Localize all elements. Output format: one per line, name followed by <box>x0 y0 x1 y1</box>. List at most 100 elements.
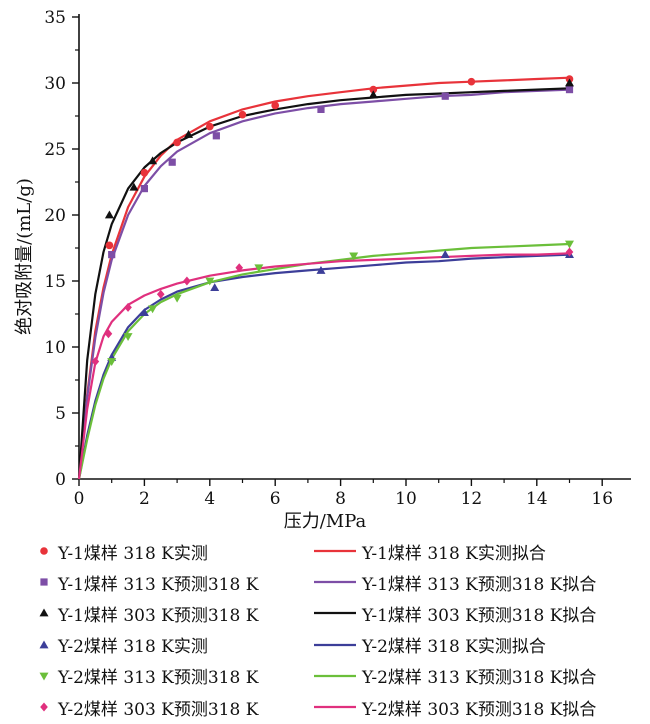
y-tick-label: 15 <box>44 272 66 292</box>
x-tick-label: 14 <box>526 489 548 509</box>
legend-marker <box>39 640 49 648</box>
legend-line-swatch <box>314 705 356 709</box>
x-tick-label: 6 <box>270 489 281 509</box>
x-tick-label: 12 <box>461 489 483 509</box>
legend-label: Y-2煤样 318 K实测拟合 <box>362 637 546 658</box>
legend-line-swatch <box>314 581 356 584</box>
data-point <box>107 358 117 367</box>
y-axis-label: 绝对吸附量/(mL/g) <box>14 178 35 335</box>
legend-line-swatch <box>314 549 356 553</box>
data-point <box>565 86 574 94</box>
y-tick-label: 30 <box>44 74 66 94</box>
data-point <box>441 92 449 100</box>
legend-marker-swatch <box>39 640 49 648</box>
data-point <box>105 241 114 250</box>
legend-item: Y-2煤样 318 K实测 <box>36 634 208 658</box>
data-point <box>104 329 113 339</box>
legend-marker-swatch <box>40 702 48 712</box>
data-point <box>205 277 215 286</box>
x-tick-label: 2 <box>139 489 150 509</box>
data-point <box>156 289 165 299</box>
legend-label: Y-2煤样 313 K预测318 K <box>58 668 259 689</box>
legend-item: Y-1煤样 313 K预测318 K <box>36 571 259 595</box>
y-tick-label: 35 <box>44 8 66 28</box>
data-point <box>565 78 574 87</box>
legend-label: Y-1煤样 318 K实测 <box>58 543 208 564</box>
series-line <box>77 87 570 480</box>
legend-item: Y-1煤样 318 K实测 <box>36 540 208 564</box>
legend-line-swatch <box>314 674 356 677</box>
series-line <box>77 76 570 480</box>
x-tick-label: 4 <box>204 489 215 509</box>
data-point <box>123 333 133 341</box>
legend-item: Y-2煤样 318 K实测拟合 <box>312 634 546 658</box>
legend-item: Y-1煤样 318 K实测拟合 <box>312 540 546 564</box>
legend-marker <box>40 547 48 555</box>
data-point <box>271 101 280 110</box>
x-tick-label: 16 <box>591 489 613 509</box>
data-point <box>565 240 574 249</box>
data-point <box>108 251 116 259</box>
legend-marker-swatch <box>40 578 48 586</box>
data-point <box>139 308 149 317</box>
data-point <box>238 110 247 119</box>
data-point <box>210 283 220 291</box>
series-line <box>77 88 570 480</box>
data-point <box>173 138 181 147</box>
legend-label: Y-2煤样 313 K预测318 K拟合 <box>362 668 597 689</box>
legend-label: Y-1煤样 313 K预测318 K拟合 <box>362 574 597 595</box>
data-point <box>254 264 264 273</box>
data-point <box>212 132 220 140</box>
chart-plot-svg: 0 2 4 6 8 10 12 14 16 0 5 10 15 20 25 30 35 压力/MPa 绝对吸附量/(… <box>14 8 631 532</box>
legend-marker-swatch <box>39 672 49 681</box>
data-point <box>129 182 139 191</box>
legend-marker-swatch <box>39 608 49 617</box>
data-point <box>172 294 182 303</box>
legend-label: Y-1煤样 303 K预测318 K <box>58 605 259 626</box>
data-point <box>440 250 450 258</box>
legend-item: Y-2煤样 313 K预测318 K <box>36 665 259 689</box>
data-point <box>183 276 191 286</box>
data-point <box>184 129 194 138</box>
y-tick-label: 10 <box>44 338 66 358</box>
x-tick-label: 10 <box>395 489 417 509</box>
y-tick-label: 20 <box>44 206 66 226</box>
data-point <box>140 168 149 177</box>
legend-label: Y-2煤样 303 K预测318 K拟合 <box>362 699 597 720</box>
legend-item: Y-2煤样 303 K预测318 K拟合 <box>312 696 597 720</box>
legend-marker <box>39 672 49 681</box>
legend-marker <box>39 608 49 617</box>
legend-item: Y-2煤样 313 K预测318 K拟合 <box>312 665 597 689</box>
legend-label: Y-1煤样 313 K预测318 K <box>58 574 259 595</box>
x-tick-label: 8 <box>335 489 346 509</box>
y-tick-label: 5 <box>55 404 66 424</box>
y-tick-label: 25 <box>44 140 66 160</box>
data-point <box>565 247 574 257</box>
legend-label: Y-2煤样 318 K实测 <box>58 637 208 658</box>
data-point <box>349 252 359 261</box>
data-point <box>168 158 176 166</box>
data-point <box>104 210 114 219</box>
series-line <box>77 252 570 480</box>
legend-item: Y-2煤样 303 K预测318 K <box>36 696 258 720</box>
x-axis-label: 压力/MPa <box>284 511 367 532</box>
series-line <box>77 253 570 480</box>
legend-item: Y-1煤样 313 K预测318 K拟合 <box>312 571 597 595</box>
data-point <box>369 85 378 94</box>
data-point <box>148 305 158 314</box>
data-point <box>205 122 214 131</box>
data-point <box>140 185 148 193</box>
x-tick-label: 0 <box>74 489 85 509</box>
legend-marker <box>40 578 48 586</box>
legend-marker-swatch <box>40 547 48 555</box>
legend-label: Y-1煤样 303 K预测318 K拟合 <box>362 605 597 626</box>
legend-item: Y-1煤样 303 K预测318 K <box>36 602 259 626</box>
data-point <box>91 357 100 367</box>
legend-marker <box>40 702 48 712</box>
legend-label: Y-1煤样 318 K实测拟合 <box>362 543 546 564</box>
data-point <box>235 263 244 273</box>
series-line <box>77 242 570 480</box>
legend-line-swatch <box>314 612 356 615</box>
data-point <box>317 105 325 113</box>
